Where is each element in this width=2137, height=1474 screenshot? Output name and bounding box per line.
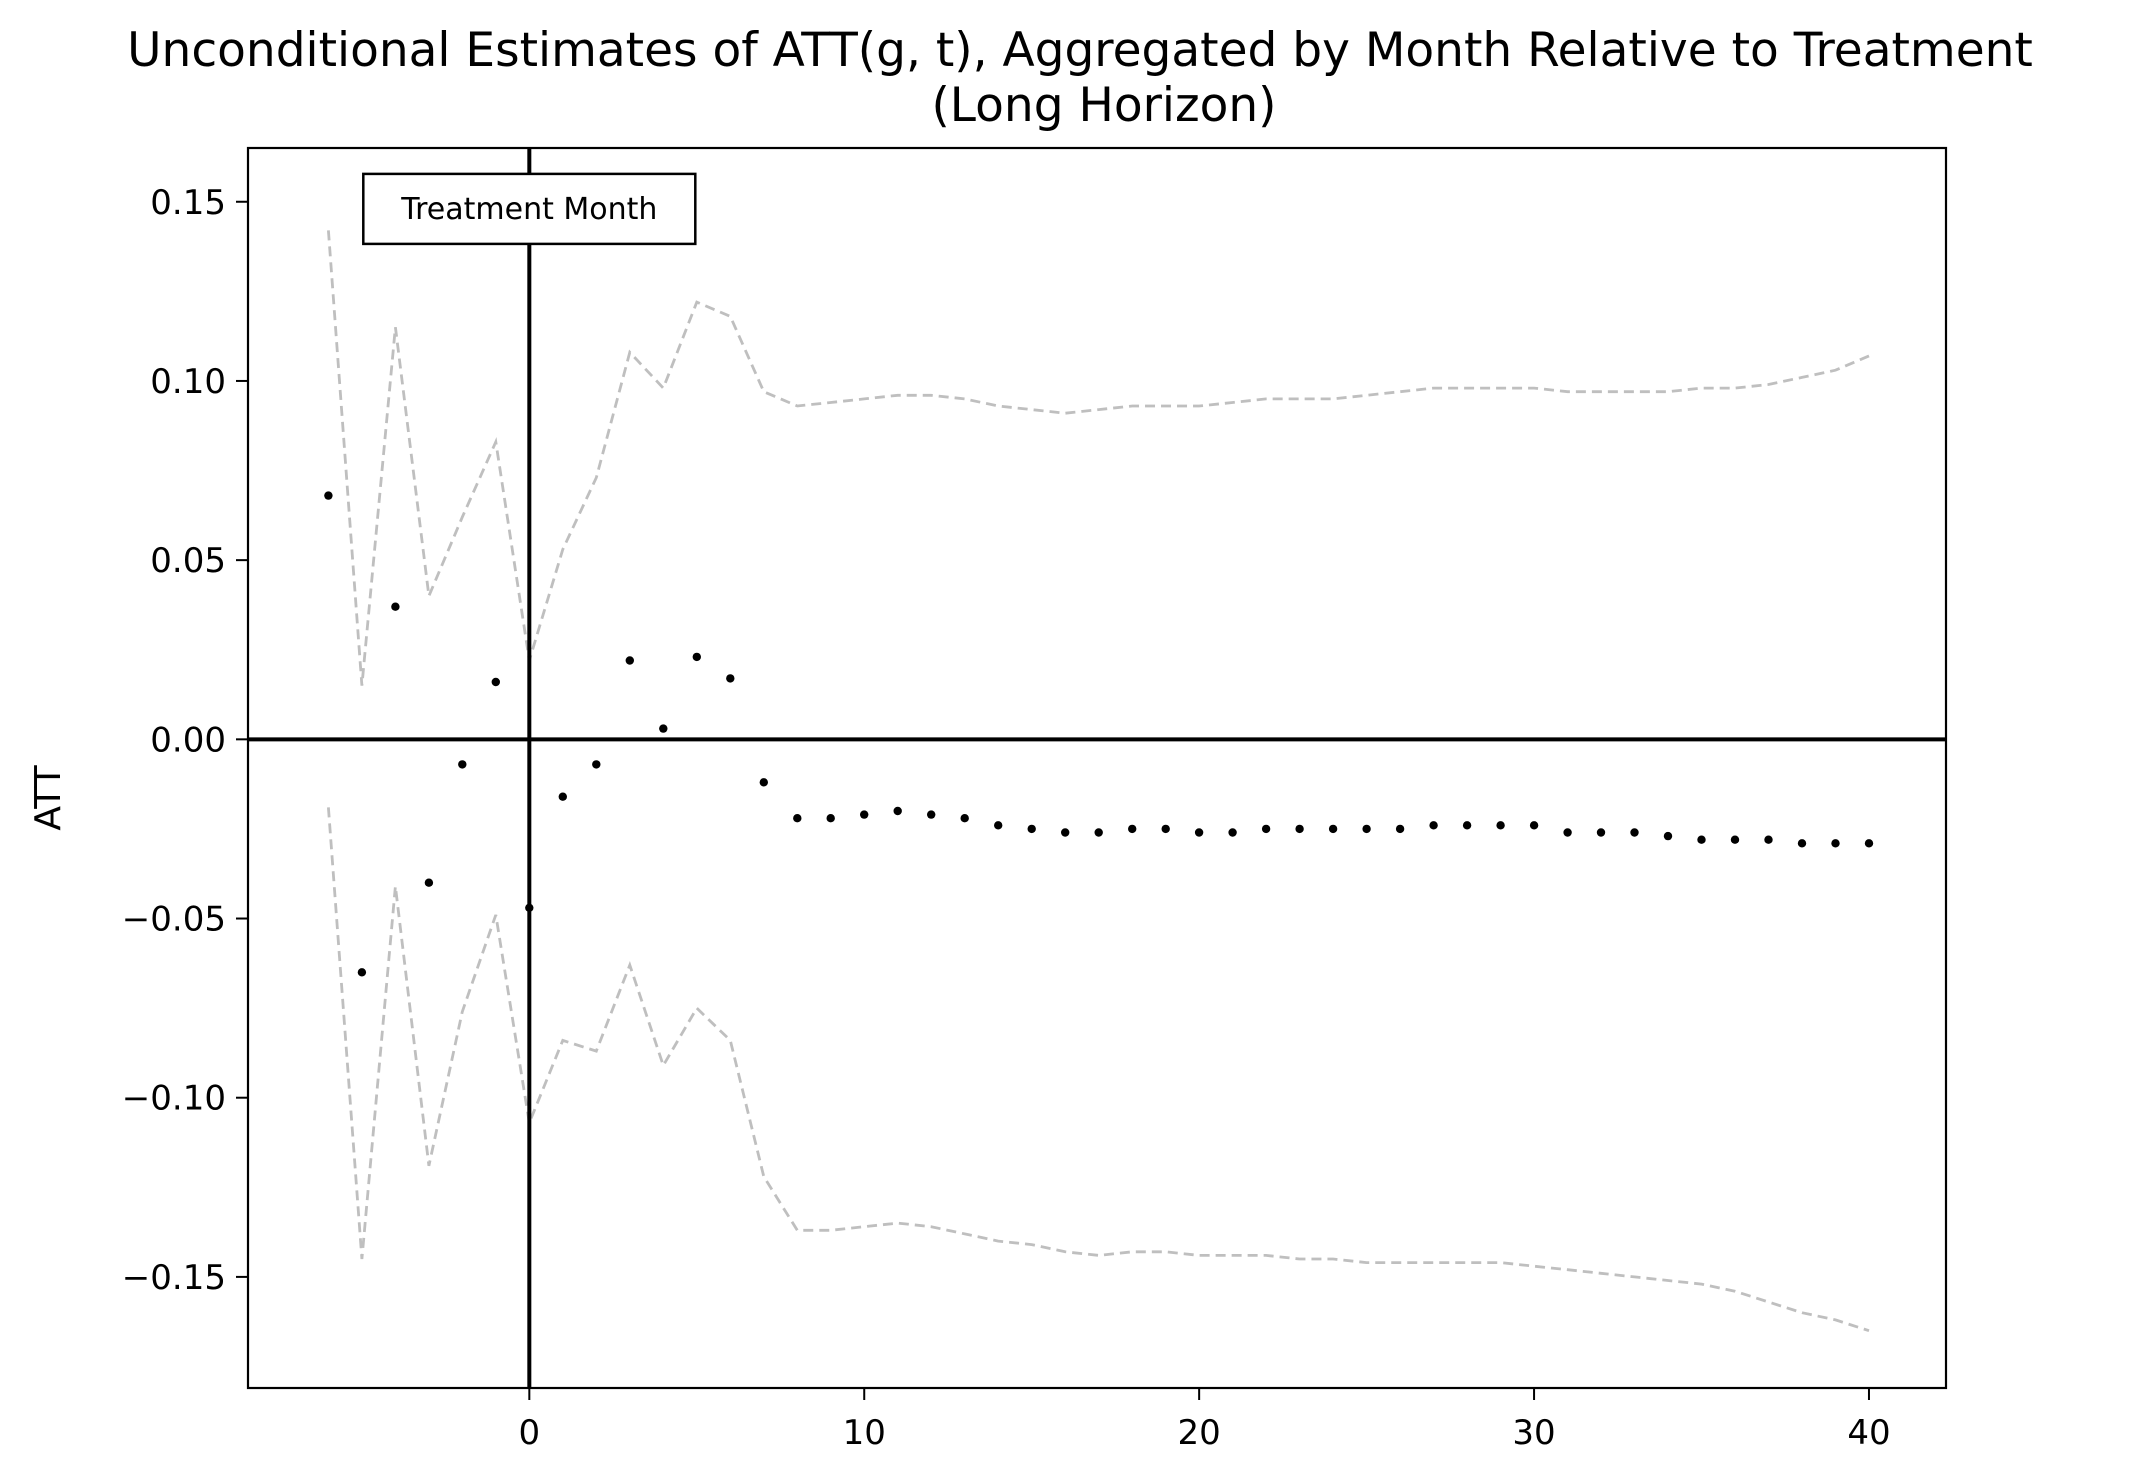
att-point (458, 760, 467, 769)
att-point (793, 814, 802, 823)
x-tick-label: 30 (1512, 1413, 1555, 1453)
att-point (1764, 835, 1773, 844)
y-axis-label: ATT (28, 764, 69, 830)
att-point (893, 806, 902, 816)
att-points (324, 491, 1874, 977)
att-point (1094, 828, 1103, 837)
att-point (1730, 835, 1740, 844)
att-point (1261, 824, 1271, 834)
att-point (1596, 828, 1606, 837)
y-axis-ticks: 0.15 0.10 0.05 0.00 −0.05 −0.10 −0.15 (122, 183, 248, 1298)
att-point (424, 878, 434, 887)
upper-band-line (327, 230, 1870, 686)
annotation-box (362, 172, 697, 246)
att-point (558, 792, 567, 801)
x-tick-label: 20 (1178, 1413, 1221, 1453)
att-point (324, 491, 333, 500)
att-point (692, 652, 701, 662)
y-tick-label: 0.00 (150, 720, 226, 760)
att-point (1563, 828, 1572, 837)
att-point (1496, 821, 1505, 830)
att-point (1228, 828, 1237, 837)
plot-frame (246, 146, 1948, 1390)
att-point (1529, 821, 1539, 830)
att-point (1462, 821, 1472, 830)
att-point (391, 602, 400, 611)
att-point (1663, 831, 1673, 841)
treatment-month-annotation: Treatment Month (362, 172, 697, 246)
att-point (1797, 839, 1807, 848)
att-point (1027, 824, 1036, 834)
att-point (726, 674, 735, 683)
att-point (525, 903, 534, 912)
y-tick-label: −0.10 (122, 1079, 226, 1119)
x-axis-ticks: 0 10 20 30 40 (519, 1388, 1891, 1453)
att-point (1061, 828, 1070, 837)
att-point (860, 810, 869, 819)
reference-lines (248, 148, 1946, 1388)
att-point (1161, 824, 1170, 834)
x-tick-label: 40 (1847, 1413, 1890, 1453)
att-point (826, 814, 835, 823)
lower-band-line (327, 807, 1870, 1333)
chart-title: Unconditional Estimates of ATT(g, t), Ag… (127, 23, 2033, 78)
att-point (1128, 824, 1137, 834)
confidence-bands (327, 230, 1870, 1333)
y-tick-label: 0.15 (150, 183, 226, 223)
chart-subtitle: (Long Horizon) (931, 78, 1276, 133)
att-point (592, 760, 601, 769)
att-point (1295, 824, 1304, 834)
att-point (960, 814, 969, 823)
att-point (625, 656, 634, 665)
att-point (994, 821, 1003, 830)
att-point (357, 968, 367, 977)
att-point (1831, 839, 1840, 848)
y-tick-label: −0.15 (122, 1258, 226, 1298)
att-point (659, 724, 668, 733)
x-tick-label: 10 (843, 1413, 886, 1453)
att-point (1194, 828, 1204, 837)
att-point (1697, 835, 1706, 844)
att-point (1864, 839, 1874, 848)
y-tick-label: −0.05 (122, 900, 226, 940)
att-point (491, 677, 500, 687)
x-tick-label: 0 (519, 1413, 541, 1453)
y-tick-label: 0.10 (150, 362, 226, 402)
att-point (1429, 821, 1438, 830)
chart-title-group: Unconditional Estimates of ATT(g, t), Ag… (127, 23, 2033, 133)
att-point (1328, 824, 1338, 834)
att-point (1395, 824, 1405, 834)
att-point (927, 810, 936, 819)
att-point (1362, 824, 1371, 834)
att-point (1630, 828, 1639, 837)
att-point (759, 778, 768, 787)
y-tick-label: 0.05 (150, 541, 226, 581)
annotation-text: Treatment Month (400, 192, 657, 227)
